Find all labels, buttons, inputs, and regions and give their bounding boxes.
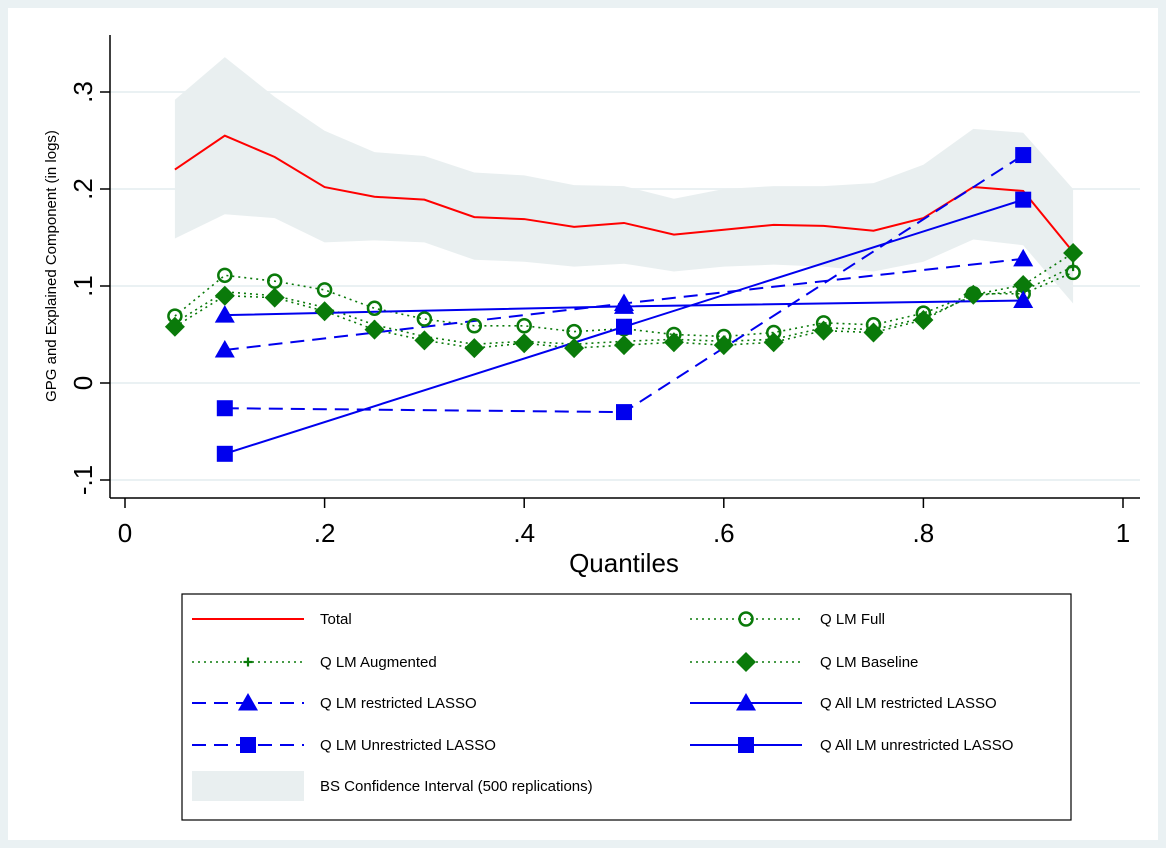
data-point: [614, 335, 634, 356]
data-point: [1015, 147, 1032, 164]
legend-marker: [738, 737, 754, 753]
x-tick-label: .4: [513, 518, 535, 548]
markers-q-lm-baseline: [164, 243, 1084, 359]
x-tick-label: 1: [1116, 518, 1130, 548]
legend-item-q-all-lm-restricted-lasso: Q All LM restricted LASSO: [690, 693, 997, 712]
data-point: [264, 287, 285, 308]
markers-q-lm-unrestricted-lasso: [216, 147, 1032, 421]
legend-label: Q All LM restricted LASSO: [820, 695, 997, 712]
legend-item-q-all-lm-unrestricted-lasso: Q All LM unrestricted LASSO: [690, 737, 1013, 754]
data-point: [217, 267, 233, 284]
legend-item-q-lm-full: Q LM Full: [690, 611, 885, 628]
y-tick-label: .3: [68, 81, 98, 103]
y-axis-label: GPG and Explained Component (in logs): [43, 130, 60, 402]
data-point: [514, 333, 535, 354]
x-axis-label: Quantiles: [569, 548, 679, 578]
data-point: [963, 284, 984, 305]
data-point: [364, 319, 385, 340]
legend-item-q-lm-restricted-lasso: Q LM restricted LASSO: [192, 693, 477, 712]
x-tick-label: 0: [118, 518, 132, 548]
data-point: [813, 320, 834, 341]
legend-swatch: [192, 771, 304, 801]
series-total: [174, 134, 1074, 253]
legend-marker: [736, 652, 756, 672]
legend-item-total: Total: [192, 611, 352, 628]
data-point: [663, 332, 684, 353]
data-point: [1015, 191, 1032, 208]
data-point: [214, 285, 235, 306]
data-point: [616, 318, 632, 335]
legend-marker: [238, 693, 258, 711]
data-point: [316, 282, 333, 298]
legend-marker: [243, 657, 253, 667]
x-tick-label: .2: [314, 518, 336, 548]
data-point: [416, 311, 433, 327]
confidence-band: [174, 57, 1074, 304]
data-point: [314, 301, 335, 322]
legend-label: Q LM restricted LASSO: [320, 695, 477, 712]
data-point: [616, 404, 632, 421]
data-point: [1013, 275, 1034, 296]
y-tick-label: -.1: [68, 465, 98, 495]
x-tick-label: .8: [913, 518, 935, 548]
data-point: [713, 335, 734, 356]
data-point: [1063, 243, 1084, 264]
axes: -.1 0 .1 .2 .3 0 .2 .4 .6 .8 1: [68, 35, 1140, 548]
data-point: [1013, 248, 1034, 267]
legend-label: BS Confidence Interval (500 replications…: [320, 778, 593, 795]
series-line-total: [174, 134, 1074, 253]
x-tick-label: .6: [713, 518, 735, 548]
legend-item-q-lm-baseline: Q LM Baseline: [690, 652, 918, 672]
legend-label: Q All LM unrestricted LASSO: [820, 737, 1013, 754]
legend: Total Q LM Full Q LM Augmented Q LM Baselin…: [181, 593, 1072, 821]
data-point: [1013, 290, 1034, 309]
legend-label: Q LM Augmented: [320, 654, 437, 671]
y-tick-label: .1: [68, 275, 98, 297]
data-point: [414, 330, 435, 351]
data-point: [366, 300, 383, 317]
data-point: [216, 400, 233, 417]
data-point: [863, 322, 884, 343]
markers-q-all-lm-unrestricted-lasso: [216, 191, 1032, 462]
legend-item-q-lm-unrestricted-lasso: Q LM Unrestricted LASSO: [192, 737, 496, 754]
legend-marker: [736, 693, 756, 711]
data-point: [564, 338, 585, 359]
data-point: [1065, 264, 1081, 281]
legend-marker: [738, 611, 754, 627]
data-point: [214, 340, 235, 358]
data-point: [216, 445, 233, 462]
data-point: [614, 296, 634, 314]
plot-area: [110, 57, 1140, 481]
data-point: [466, 318, 483, 334]
data-point: [913, 309, 934, 330]
legend-label: Total: [320, 611, 352, 628]
data-point: [464, 338, 485, 359]
data-point: [164, 316, 185, 337]
legend-label: Q LM Unrestricted LASSO: [320, 737, 496, 754]
data-point: [516, 318, 532, 334]
markers-q-all-lm-restricted-lasso: [214, 290, 1034, 323]
legend-label: Q LM Baseline: [820, 654, 918, 671]
data-point: [214, 305, 235, 323]
legend-marker: [240, 737, 256, 753]
legend-item-q-lm-augmented: Q LM Augmented: [192, 654, 437, 671]
legend-label: Q LM Full: [820, 611, 885, 628]
legend-item-bs-confidence-interval-500-replications: BS Confidence Interval (500 replications…: [192, 771, 593, 801]
legend-box: [181, 593, 1072, 821]
y-tick-label: .2: [68, 178, 98, 200]
y-tick-label: 0: [68, 376, 98, 390]
data-point: [763, 332, 784, 353]
